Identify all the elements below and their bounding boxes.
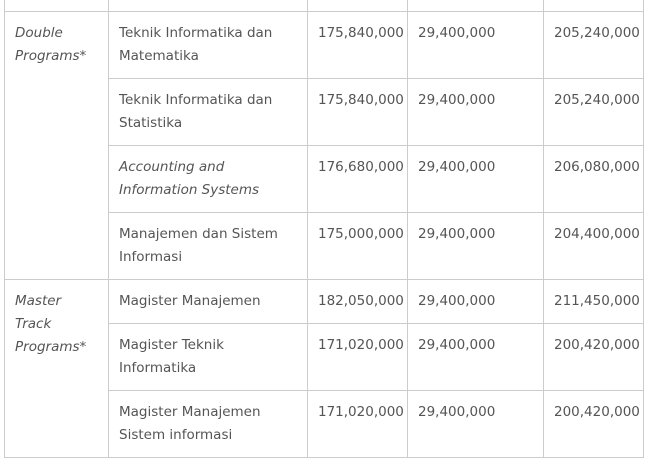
fee-total: 200,420,000 — [543, 390, 644, 458]
fee-b: 29,400,000 — [407, 279, 544, 324]
fee-a: 171,020,000 — [307, 323, 408, 391]
fee-total: 204,400,000 — [543, 212, 644, 280]
table-row: Accounting and Information Systems 176,68… — [5, 145, 644, 213]
table-row-partial — [4, 0, 644, 12]
fee-total: 205,240,000 — [543, 78, 644, 146]
program-name: Teknik Informatika dan Matematika — [108, 11, 308, 79]
group-label: Master Track Programs* — [4, 279, 109, 458]
program-name: Teknik Informatika dan Statistika — [108, 78, 308, 146]
fee-a: 182,050,000 — [307, 279, 408, 324]
fee-a: 175,840,000 — [307, 78, 408, 146]
table-row: Teknik Informatika dan Statistika 175,840… — [5, 78, 644, 146]
table-row: Double Programs* Teknik Informatika dan M… — [4, 11, 644, 280]
program-name: Manajemen dan Sistem Informasi — [108, 212, 308, 280]
fee-total: 205,240,000 — [543, 11, 644, 79]
fee-b: 29,400,000 — [407, 390, 544, 458]
fee-b: 29,400,000 — [407, 323, 544, 391]
table-row: Magister Teknik Informatika 171,020,000 29… — [5, 323, 644, 391]
fee-a: 171,020,000 — [307, 390, 408, 458]
fee-b: 29,400,000 — [407, 212, 544, 280]
fee-total: 200,420,000 — [543, 323, 644, 391]
tuition-table: Double Programs* Teknik Informatika dan M… — [4, 0, 644, 458]
fee-b: 29,400,000 — [407, 11, 544, 79]
table-row: Master Track Programs* Magister Manajemen… — [4, 279, 644, 458]
fee-total: 206,080,000 — [543, 145, 644, 213]
program-name: Magister Teknik Informatika — [108, 323, 308, 391]
fee-total: 211,450,000 — [543, 279, 644, 324]
fee-a: 175,000,000 — [307, 212, 408, 280]
program-name: Magister Manajemen Sistem informasi — [108, 390, 308, 458]
fee-a: 176,680,000 — [307, 145, 408, 213]
fee-a: 175,840,000 — [307, 11, 408, 79]
program-name: Accounting and Information Systems — [108, 145, 308, 213]
fee-b: 29,400,000 — [407, 78, 544, 146]
group-label: Double Programs* — [4, 11, 109, 280]
program-name: Magister Manajemen — [108, 279, 308, 324]
table-row: Magister Manajemen Sistem informasi 171,0… — [5, 390, 644, 458]
table-row: Manajemen dan Sistem Informasi 175,000,00… — [5, 212, 644, 280]
fee-b: 29,400,000 — [407, 145, 544, 213]
